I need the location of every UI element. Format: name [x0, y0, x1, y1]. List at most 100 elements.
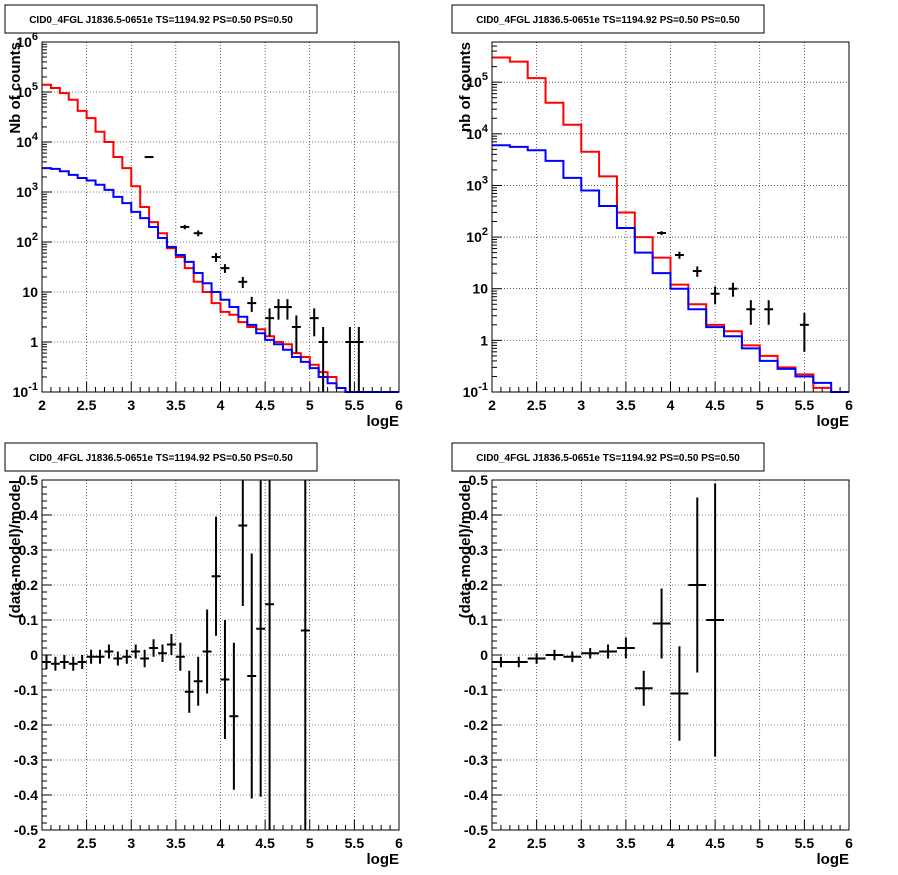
- plot-frame: [41, 479, 400, 831]
- x-tick-label: 5: [306, 835, 314, 851]
- y-tick-label: -0.2: [14, 717, 38, 733]
- data-point: [211, 253, 221, 262]
- data-point: [59, 655, 69, 669]
- x-tick-label: 6: [395, 397, 403, 413]
- y-tick-label: 104: [16, 131, 39, 150]
- y-tick-exponent: 3: [32, 181, 38, 193]
- y-tick-label: 103: [466, 174, 488, 193]
- chart-panel-4: CID0_4FGL J1836.5-0651e TS=1194.92 PS=0.…: [451, 442, 853, 868]
- y-tick-label: 0.1: [469, 612, 489, 628]
- data-point: [354, 326, 364, 392]
- x-tick-label: 3.5: [616, 835, 636, 851]
- data-point: [274, 299, 283, 320]
- data-point: [282, 299, 292, 320]
- data-point: [180, 224, 190, 230]
- y-tick-label: 10-1: [463, 381, 488, 400]
- y-tick-label: -0.3: [464, 752, 488, 768]
- x-tick-label: 3: [577, 397, 585, 413]
- data-point: [688, 497, 707, 673]
- data-point: [657, 231, 667, 235]
- y-tick-label: 106: [16, 31, 38, 50]
- data-point: [175, 642, 185, 671]
- y-axis-title: (data-model)/model: [457, 480, 474, 618]
- y-tick-label: 105: [466, 71, 488, 90]
- y-tick-label: -0.1: [464, 682, 488, 698]
- y-tick-labels: -0.5 -0.4 -0.3 -0.2 -0.1 0 0.1 0.2 0.3 0.4 0.5: [464, 472, 488, 838]
- chart-title: CID0_4FGL J1836.5-0651e TS=1194.92 PS=0.…: [29, 15, 293, 26]
- data-point: [545, 649, 564, 661]
- x-tick-label: 2.5: [77, 397, 97, 413]
- x-tick-label: 3.5: [166, 835, 186, 851]
- y-tick-label: 102: [466, 226, 488, 245]
- x-tick-label: 4: [667, 397, 675, 413]
- y-tick-labels: -0.5 -0.4 -0.3 -0.2 -0.1 0 0.1 0.2 0.3 0.4 0.5: [14, 472, 38, 838]
- y-tick-label: -0.5: [464, 822, 488, 838]
- data-point: [220, 264, 230, 273]
- chart-title: CID0_4FGL J1836.5-0651e TS=1194.92 PS=0.…: [476, 15, 740, 26]
- data-point: [131, 644, 141, 659]
- plot-frame: [491, 41, 850, 393]
- data-point: [309, 308, 319, 337]
- x-tick-label: 5: [756, 835, 764, 851]
- y-axis-title: (data-model)/model: [7, 480, 24, 618]
- data-points: [492, 483, 725, 757]
- y-tick-base: 10: [16, 234, 32, 250]
- y-tick-base: 10: [16, 84, 32, 100]
- data-point: [318, 326, 328, 392]
- y-tick-exponent: -1: [478, 381, 488, 393]
- y-tick-label: 105: [16, 81, 38, 100]
- x-tick-label: 2: [488, 835, 496, 851]
- x-tick-label: 6: [845, 835, 853, 851]
- chart-title-box: CID0_4FGL J1836.5-0651e TS=1194.92 PS=0.…: [451, 4, 765, 34]
- data-point: [220, 620, 230, 739]
- x-tick-labels: 2 2.5 3 3.5 4 4.5 5 5.5 6: [488, 397, 853, 413]
- y-tick-base: 10: [16, 134, 32, 150]
- x-tick-label: 2: [488, 397, 496, 413]
- data-point: [527, 653, 546, 664]
- data-point: [599, 644, 617, 659]
- data-point: [77, 655, 87, 669]
- data-point: [144, 156, 154, 159]
- x-tick-label: 5.5: [795, 397, 815, 413]
- data-point: [509, 656, 528, 668]
- data-point: [42, 655, 51, 669]
- chart-title-box: CID0_4FGL J1836.5-0651e TS=1194.92 PS=0.…: [4, 4, 318, 34]
- chart-panel-1: CID0_4FGL J1836.5-0651e TS=1194.92 PS=0.…: [4, 4, 403, 430]
- y-tick-base: 10: [466, 74, 482, 90]
- y-tick-label: 104: [466, 123, 489, 142]
- x-tick-label: 5: [306, 397, 314, 413]
- x-tick-label: 2.5: [527, 835, 547, 851]
- y-tick-exponent: 2: [32, 231, 38, 243]
- grid-lines: [42, 42, 399, 392]
- x-tick-label: 4: [217, 397, 225, 413]
- title-frame: [451, 4, 765, 34]
- data-point: [345, 326, 355, 392]
- x-tick-label: 2: [38, 397, 46, 413]
- data-point: [563, 651, 582, 662]
- data-point: [247, 296, 257, 312]
- chart-title-box: CID0_4FGL J1836.5-0651e TS=1194.92 PS=0.…: [451, 442, 765, 472]
- y-tick-base: 10: [466, 126, 482, 142]
- x-axis-title: logE: [817, 413, 850, 430]
- x-tick-label: 2: [38, 835, 46, 851]
- y-tick-exponent: 4: [32, 131, 39, 143]
- y-tick-label: -0.4: [464, 787, 488, 803]
- data-point: [140, 649, 150, 668]
- data-point: [149, 639, 159, 657]
- data-point: [746, 300, 756, 325]
- x-tick-label: 5.5: [345, 397, 365, 413]
- title-frame: [451, 442, 765, 472]
- data-point: [211, 516, 221, 636]
- x-tick-labels: 2 2.5 3 3.5 4 4.5 5 5.5 6: [488, 835, 853, 851]
- plot-frame: [41, 41, 400, 393]
- y-tick-label: 10: [22, 284, 38, 300]
- x-tick-labels: 2 2.5 3 3.5 4 4.5 5 5.5 6: [38, 397, 403, 413]
- data-point: [674, 251, 684, 259]
- data-points: [42, 480, 310, 830]
- data-point: [634, 670, 653, 706]
- y-tick-label: -0.5: [14, 822, 38, 838]
- y-tick-base: 10: [466, 177, 482, 193]
- data-point: [492, 656, 510, 668]
- data-point: [247, 553, 257, 799]
